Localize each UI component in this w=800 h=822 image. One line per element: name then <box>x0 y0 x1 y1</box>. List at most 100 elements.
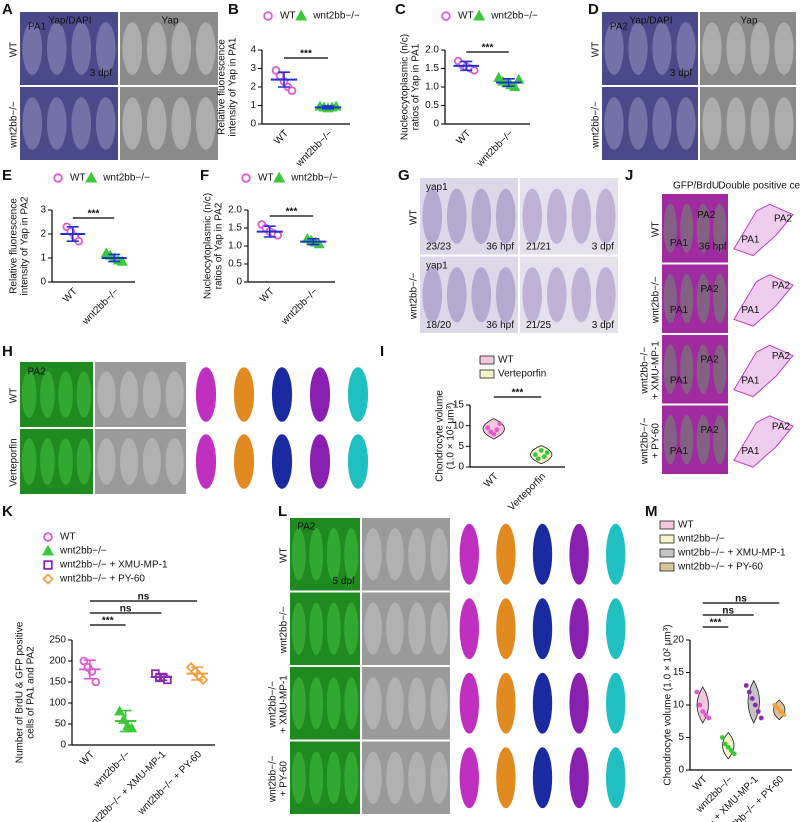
x-tick-label: WT <box>78 749 97 768</box>
significance-label: *** <box>102 616 114 627</box>
cell <box>40 371 55 418</box>
data-point <box>775 705 781 711</box>
data-point <box>772 702 778 708</box>
cell <box>344 528 359 581</box>
error-bar <box>108 253 121 263</box>
arch-outline <box>733 274 794 327</box>
legend-label: WT <box>678 520 694 531</box>
micrograph <box>120 12 218 85</box>
cell <box>546 267 567 323</box>
cell-render <box>233 367 255 422</box>
row-label: wnt2bb−/− <box>640 417 651 465</box>
x-tick-label: WT <box>272 128 291 147</box>
error-bar <box>307 238 320 246</box>
row-label: wnt2bb−/− <box>9 101 20 149</box>
significance-label: ns <box>138 592 150 603</box>
significance-label: ns <box>120 604 132 615</box>
cell <box>422 267 443 323</box>
cell <box>546 188 567 244</box>
y-tick-label: 50 <box>55 719 67 730</box>
legend-marker <box>42 573 54 585</box>
cell <box>291 677 306 730</box>
cell <box>171 22 192 75</box>
image-label: PA2 <box>701 425 720 436</box>
cell-render <box>233 434 255 489</box>
cell-render <box>459 747 479 809</box>
y-axis-label: Chondrocyte volume <box>435 390 446 482</box>
y-axis-label: Number of BrdU & GFP positive <box>15 621 26 763</box>
cell <box>122 97 143 150</box>
micrograph <box>700 87 796 160</box>
image-label: PA1 <box>670 238 689 249</box>
image-label: PA2 <box>610 22 629 33</box>
legend-label: WT <box>280 11 296 22</box>
image-label: PA1 <box>741 446 760 457</box>
legend-marker <box>273 171 286 183</box>
cell <box>408 751 426 804</box>
legend-label: WT <box>258 173 274 184</box>
error-bar <box>66 226 79 242</box>
image-label: 3 dpf <box>90 68 112 79</box>
y-tick-label: 4 <box>250 45 256 56</box>
image-label: 3 dpf <box>592 320 614 331</box>
cell <box>142 371 161 418</box>
cell <box>628 97 648 150</box>
cell <box>95 97 116 150</box>
column-header: Double positive cells <box>718 181 800 192</box>
legend-swatch <box>659 548 675 558</box>
cell <box>146 22 167 75</box>
cell <box>97 438 116 485</box>
legend-label: wnt2bb−/− <box>312 11 360 22</box>
panel-letter: C <box>395 1 406 18</box>
cell <box>522 267 543 323</box>
y-tick-label: 150 <box>49 677 66 688</box>
legend-label: wnt2bb−/− + PY-60 <box>677 562 763 573</box>
legend-label: wnt2bb−/− + XMU-MP-1 <box>677 548 786 559</box>
micrograph <box>520 178 618 255</box>
cell <box>713 203 727 253</box>
panel-letter: F <box>200 167 209 184</box>
cell <box>408 677 426 730</box>
micrograph <box>20 87 118 160</box>
data-point <box>731 751 737 757</box>
y-tick-label: 100 <box>49 698 66 709</box>
cell-render <box>271 367 293 422</box>
y-tick-label: 2 <box>250 82 256 93</box>
cell <box>713 415 727 465</box>
cell <box>408 602 426 655</box>
cell <box>680 203 694 253</box>
cell <box>386 602 404 655</box>
y-axis-label: Relative fluorescence <box>217 39 228 135</box>
legend-swatch <box>479 355 495 365</box>
cell <box>46 97 67 150</box>
data-point <box>703 712 709 718</box>
cell <box>291 528 306 581</box>
cell <box>430 677 448 730</box>
image-label: 3 dpf <box>592 242 614 253</box>
cell-render <box>195 434 217 489</box>
row-label: wnt2bb−/− <box>268 681 279 729</box>
row-label: wnt2bb−/− <box>279 606 290 654</box>
cell <box>97 371 116 418</box>
data-point <box>781 712 787 718</box>
error-bar <box>119 709 132 733</box>
cell <box>713 344 727 394</box>
row-label: + XMU-MP-1 <box>651 341 662 400</box>
x-tick-label: WT <box>454 128 473 147</box>
column-header: Yap <box>161 16 178 27</box>
legend-marker <box>53 173 63 183</box>
y-tick-label: 5 <box>678 732 684 743</box>
cell <box>195 22 216 75</box>
legend-marker <box>43 532 53 542</box>
cell <box>663 344 677 394</box>
row-label: wnt2bb−/− <box>651 276 662 324</box>
cell <box>726 22 746 75</box>
y-tick-label: 0.5 <box>425 100 439 111</box>
cell <box>680 274 694 324</box>
micrograph <box>290 667 360 740</box>
cell <box>142 438 161 485</box>
cell <box>344 677 359 730</box>
x-tick-label: wnt2bb−/− + PY-60 <box>136 749 205 818</box>
cell-render <box>606 672 626 734</box>
